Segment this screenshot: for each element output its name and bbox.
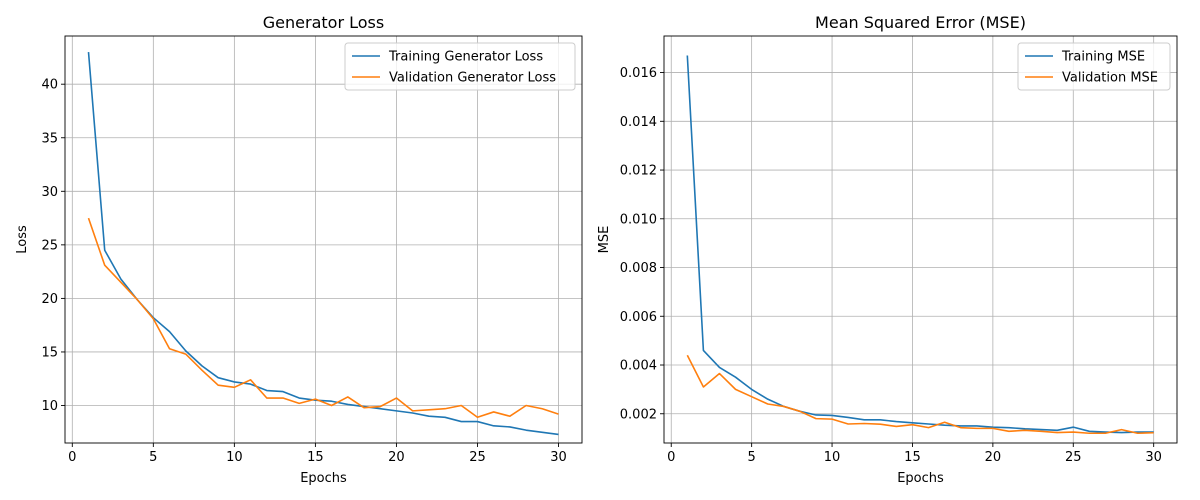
- legend-label-2: Validation MSE: [1062, 71, 1158, 86]
- legend: Training Generator Loss Validation Genera…: [344, 42, 576, 91]
- y-tick-label: 35: [41, 131, 58, 146]
- y-tick-label: 30: [41, 185, 58, 200]
- series-lines: [87, 52, 559, 436]
- x-tick-label: 0: [68, 450, 76, 465]
- y-tick-label: 10: [41, 399, 58, 414]
- y-axis-label: MSE: [597, 226, 612, 254]
- x-tick-label: 30: [1145, 450, 1162, 465]
- y-tick-label: 20: [41, 292, 58, 307]
- y-tick-label: 0.004: [620, 359, 657, 374]
- series-line-1: [87, 52, 559, 436]
- legend: Training MSE Validation MSE: [1017, 42, 1171, 91]
- legend-box: [1017, 42, 1171, 91]
- chart-panel-2: 0 5 10 15 20 25 300.0020.0040.0060.0080.0100.0…: [597, 13, 1178, 486]
- x-tick-label: 15: [904, 450, 921, 465]
- legend-label-1: Training MSE: [1061, 50, 1145, 65]
- y-tick-label: 15: [41, 345, 58, 360]
- y-axis-ticks: 10 15 20 25 30 35 40: [41, 78, 65, 414]
- x-axis-label: Epochs: [897, 471, 944, 486]
- y-tick-label: 40: [41, 78, 58, 93]
- x-axis-ticks: 0 5 10 15 20 25 30: [68, 443, 567, 465]
- series-line-2: [686, 354, 1154, 435]
- axes-frame: [663, 35, 1178, 444]
- series-lines: [686, 55, 1154, 435]
- x-tick-label: 15: [307, 450, 324, 465]
- axes-frame: [64, 35, 583, 444]
- x-tick-label: 10: [226, 450, 243, 465]
- x-axis-ticks: 0 5 10 15 20 25 30: [667, 443, 1162, 465]
- x-tick-label: 25: [1065, 450, 1082, 465]
- series-line-2: [87, 217, 559, 419]
- y-tick-label: 0.002: [620, 407, 657, 422]
- y-axis-label: Loss: [15, 225, 30, 254]
- y-tick-label: 0.006: [620, 310, 657, 325]
- y-tick-label: 0.008: [620, 261, 657, 276]
- chart-panel-1: 0 5 10 15 20 25 30 10 15 20 25 30 35 40 Generator Loss…: [15, 13, 583, 486]
- y-axis-ticks: 0.002 0.004 0.006 0.008 0.010 0.012 0.014 0.016: [620, 66, 664, 422]
- y-tick-label: 0.016: [620, 66, 657, 81]
- y-tick-label: 0.012: [620, 164, 657, 179]
- chart-title: Generator Loss: [263, 13, 384, 32]
- x-tick-label: 20: [388, 450, 405, 465]
- x-tick-label: 30: [550, 450, 567, 465]
- y-tick-label: 0.014: [620, 115, 657, 130]
- legend-label-2: Validation Generator Loss: [389, 71, 556, 86]
- y-tick-label: 25: [41, 238, 58, 253]
- x-tick-label: 5: [748, 450, 756, 465]
- series-line-1: [686, 55, 1154, 434]
- legend-box: [344, 42, 576, 91]
- x-tick-label: 10: [824, 450, 841, 465]
- chart-panels: 0 5 10 15 20 25 30 10 15 20 25 30 35 40 Generator Loss…: [15, 13, 1178, 486]
- x-tick-label: 25: [469, 450, 486, 465]
- x-tick-label: 5: [149, 450, 157, 465]
- legend-label-1: Training Generator Loss: [388, 50, 543, 65]
- grid-lines: [65, 36, 582, 443]
- x-tick-label: 20: [985, 450, 1002, 465]
- x-axis-label: Epochs: [300, 471, 347, 486]
- x-tick-label: 0: [667, 450, 675, 465]
- chart-title: Mean Squared Error (MSE): [815, 13, 1026, 32]
- y-tick-label: 0.010: [620, 212, 657, 227]
